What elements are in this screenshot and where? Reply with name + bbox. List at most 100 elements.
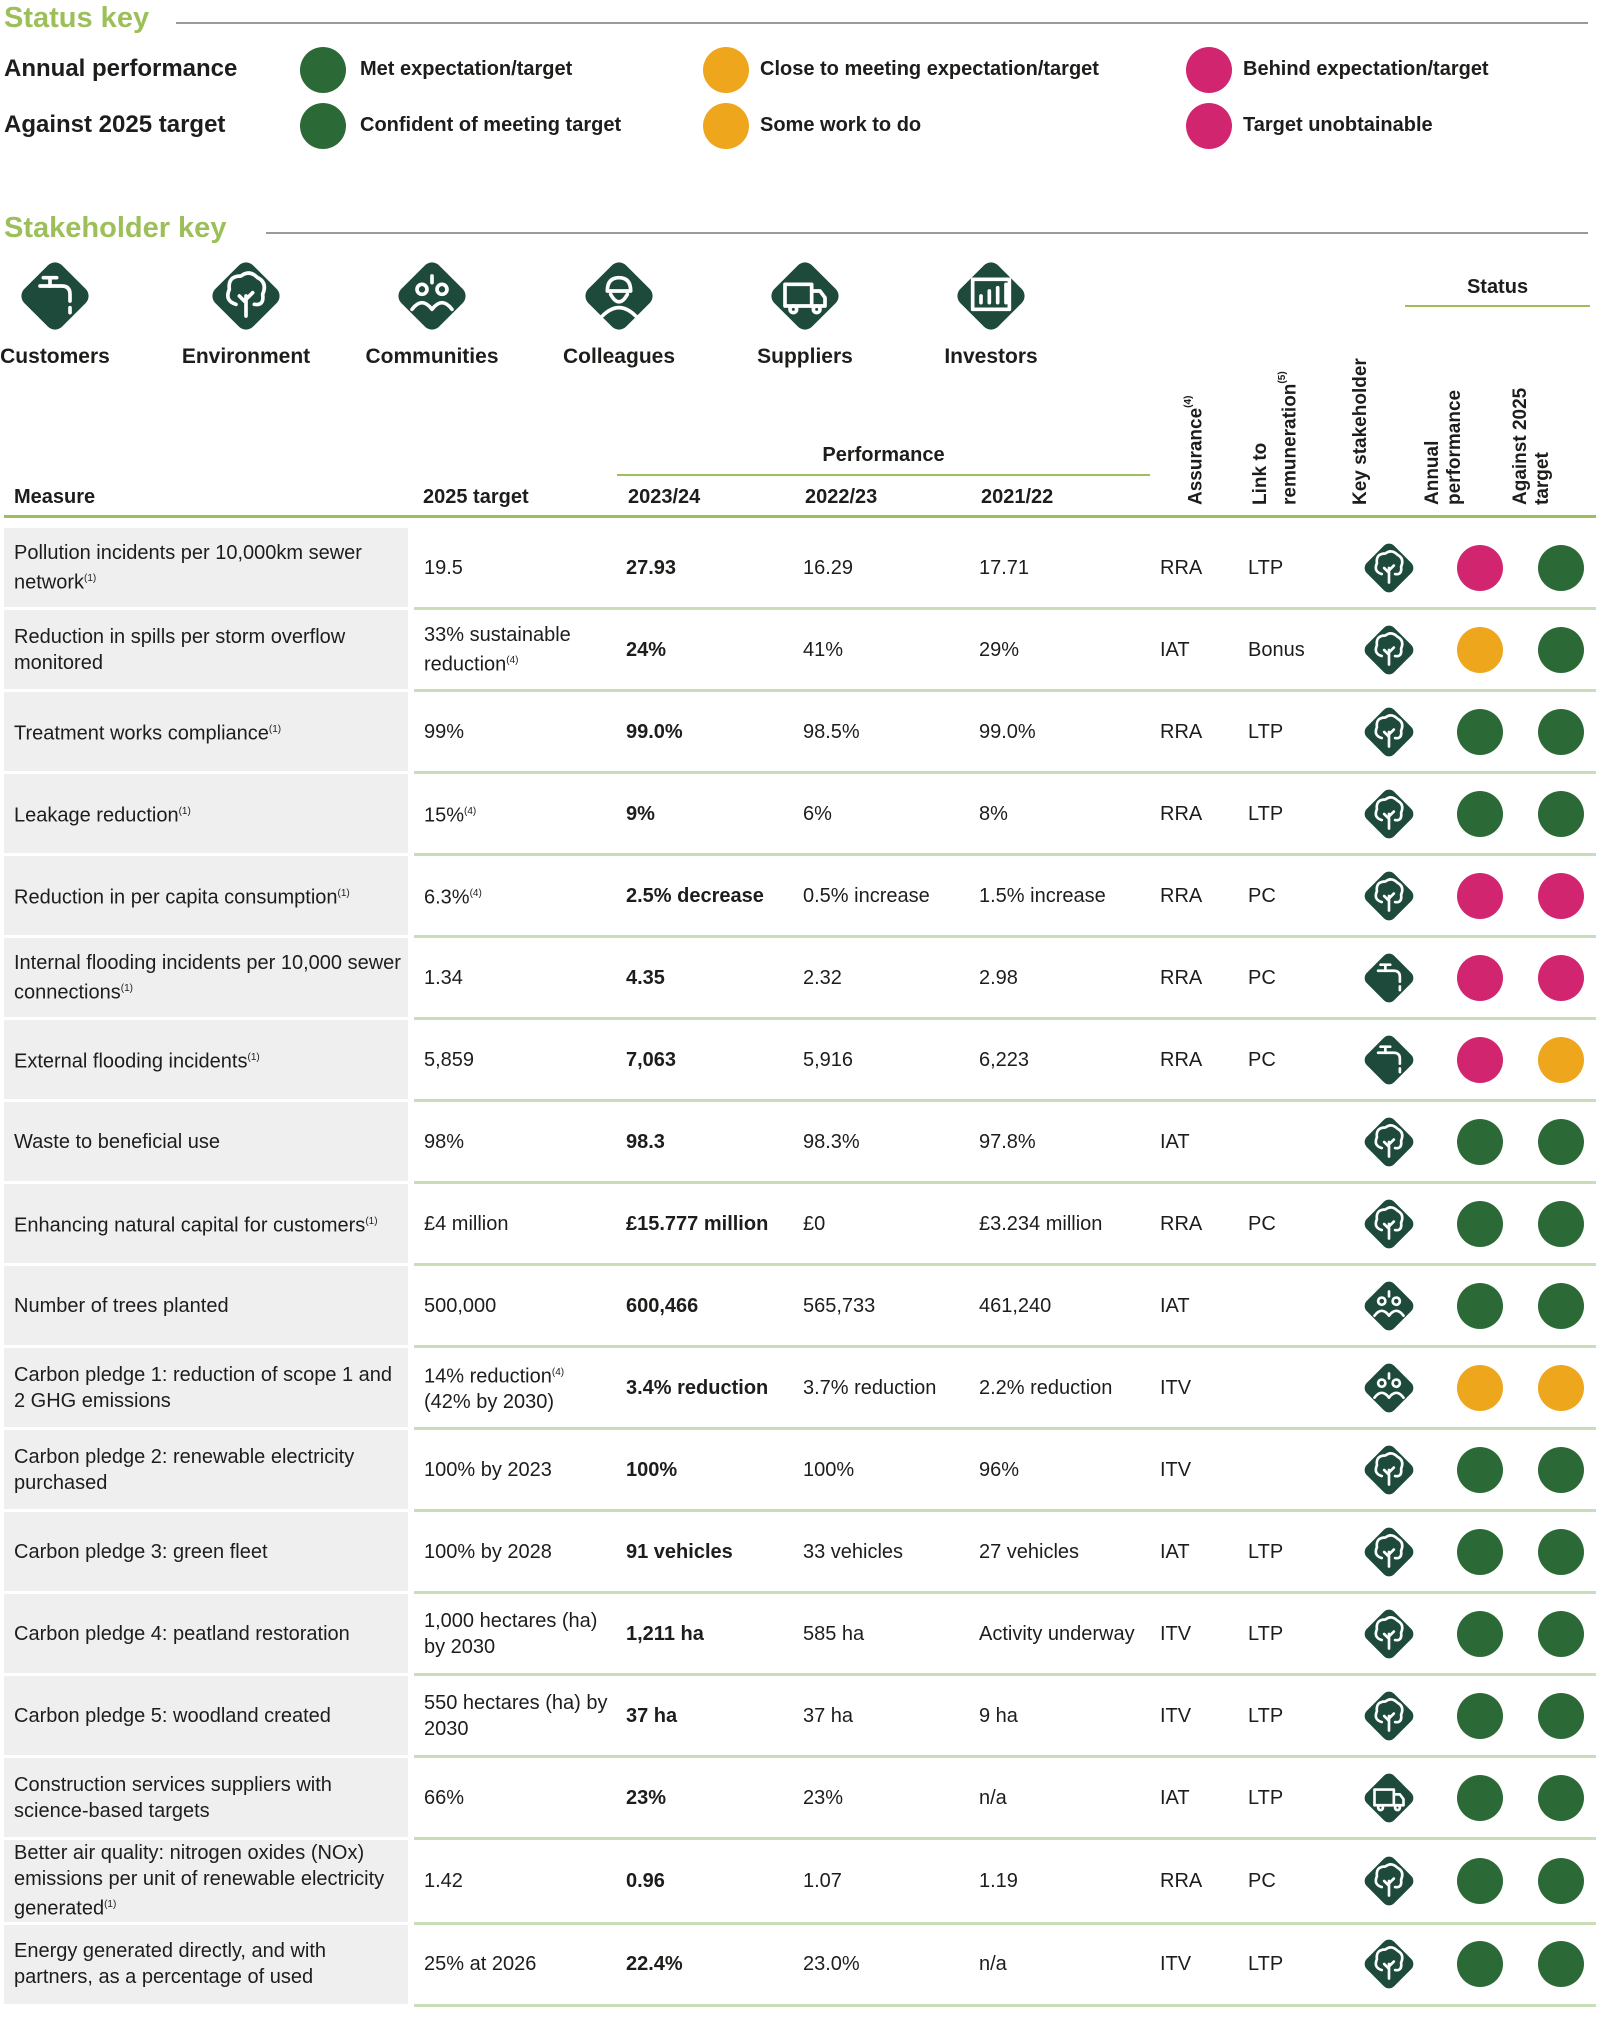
measure-cell: Number of trees planted [4,1264,414,1348]
stakeholder-cell [1343,1510,1435,1594]
target-text: 19.5 [424,556,463,579]
assurance-cell: RRA [1150,1838,1238,1925]
target-cell: 100% by 2028 [411,1510,616,1594]
measure-text: Carbon pledge 1: reduction of scope 1 an… [14,1363,393,1412]
year-header: 2022/23 [805,486,878,508]
target-text: 550 hectares (ha) by 2030 [424,1691,608,1740]
value-cell: 8% [969,772,1150,856]
against-status-cell [1525,690,1596,774]
icon-glyph-group [226,271,267,318]
value-cell: 23% [616,1756,793,1840]
icon-glyph [1376,1050,1402,1065]
status-dot [1537,544,1584,591]
value-text: n/a [979,1786,1007,1809]
status-dot [1537,1282,1584,1329]
stakeholder-cell [1343,772,1435,856]
icon-glyph [1374,1697,1404,1724]
value-cell: 98.3% [793,1100,969,1184]
measure-cell: Waste to beneficial use [4,1100,414,1184]
value-cell: 98.3 [616,1100,793,1184]
performance-header: Performance [822,444,945,466]
icon-glyph [979,282,1008,305]
icon-glyph-group [1374,631,1404,666]
table-row: Reduction in spills per storm overflow m… [4,608,1596,692]
target-text: 1,000 hectares (ha) by 2030 [424,1609,598,1658]
value-cell: 6% [793,772,969,856]
target-cell: 1.34 [411,936,616,1020]
icon-glyph [435,282,449,297]
against-status-cell [1525,1428,1596,1512]
status-dot [1537,708,1584,755]
stakeholder-icon [1364,953,1414,1002]
icon-shape [771,262,839,330]
stakeholder-cell [1343,1182,1435,1266]
stakeholder-label: Colleagues [562,345,676,368]
icon-glyph [811,304,822,315]
value-text: 23% [803,1786,844,1809]
icon-glyph-group [1374,1123,1404,1158]
assurance-text: IAT [1160,638,1190,661]
value-text: 2.5% decrease [626,884,764,907]
status-dot [1186,103,1232,149]
icon-glyph [1379,1044,1392,1054]
assurance-header-text: Assurance [1185,407,1207,505]
annual-status-cell [1435,1592,1525,1676]
icon-glyph-group [1374,1533,1404,1568]
note: (4) [469,887,482,899]
note: (1) [178,805,191,817]
status-row-label: Annual performance [4,55,238,82]
status-dot [1537,954,1584,1001]
icon-glyph [1374,1451,1404,1478]
icon-glyph-group [1373,1371,1405,1399]
table-row: Construction services suppliers with sci… [4,1756,1596,1840]
stakeholder-icon [1364,1281,1414,1330]
note: (1) [268,723,282,735]
status-dot [1457,1692,1503,1739]
stakeholder-key-icon [392,256,472,336]
link-cell: PC [1238,1182,1343,1266]
value-cell: 29% [969,608,1150,692]
icon-glyph [608,292,630,304]
icon-glyph [1391,1295,1402,1306]
status-dot [1537,1036,1584,1083]
status-dot [1457,626,1503,673]
value-text: 2.98 [979,966,1018,989]
value-text: Activity underway [979,1622,1135,1645]
icon-glyph [1382,1547,1396,1568]
value-text: 97.8% [979,1130,1036,1153]
icon-glyph [1382,1711,1396,1732]
link-cell: LTP [1238,1756,1343,1840]
stakeholder-cell [1343,936,1435,1020]
measure-cell: Energy generated directly, and with part… [4,1923,414,2007]
icon-glyph-group [1376,1044,1402,1073]
target-text: 6.3% [424,886,470,909]
icon-glyph-group [1374,1615,1404,1650]
icon-glyph-group [1374,1451,1404,1486]
value-text: 98.3 [626,1130,665,1153]
status-key-title: Status key [4,2,150,34]
stakeholder-cell [1343,690,1435,774]
table-row: Number of trees planted 500,000 600,466 565… [4,1264,1596,1348]
note: (1) [84,572,97,584]
measure-cell: Internal flooding incidents per 10,000 s… [4,936,414,1020]
stakeholder-key-icon [579,256,659,336]
stakeholder-icon [585,262,653,330]
icon-shape [1364,1363,1414,1412]
rule [266,232,1588,234]
icon-glyph [415,282,429,297]
status-dot [1537,1118,1584,1165]
stakeholder-key-title: Stakeholder key [4,212,227,244]
annual-status-cell [1435,608,1525,692]
note: (4) [551,1366,565,1378]
status-dot [1457,1282,1503,1329]
value-cell: 3.4% reduction [616,1346,793,1430]
value-text: 99.0% [626,720,683,743]
status-dot [1537,626,1584,673]
note: (1) [104,1899,117,1910]
rule [176,22,1588,24]
note: (5) [1277,371,1288,384]
target-text: 100% by 2028 [424,1540,552,1563]
status-dot [1537,1857,1584,1904]
table-row: Treatment works compliance(1) 99% 99.0% 98.… [4,690,1596,774]
